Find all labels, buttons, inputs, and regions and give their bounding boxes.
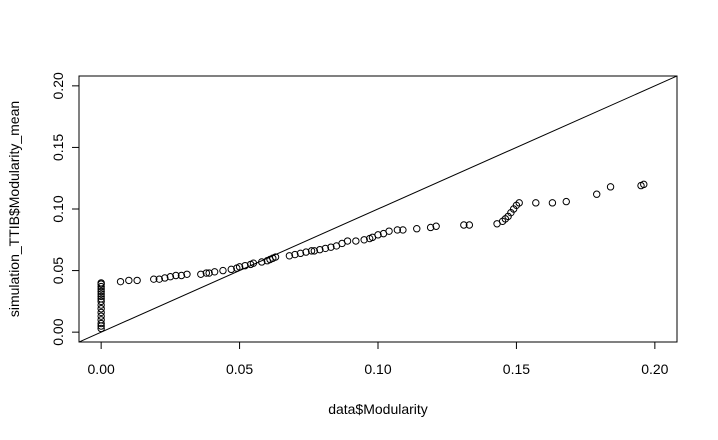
x-tick-label: 0.20 xyxy=(641,361,668,377)
data-point xyxy=(562,197,570,206)
y-axis-label: simulation_TTIB$Modularity_mean xyxy=(6,101,22,317)
data-point xyxy=(133,276,141,285)
data-point xyxy=(97,308,105,317)
data-point xyxy=(393,226,402,234)
data-point xyxy=(426,223,435,232)
data-point xyxy=(532,199,540,207)
data-point xyxy=(97,282,105,291)
y-axis: 0.00 0.05 0.10 0.15 0.20 xyxy=(50,72,80,346)
reference-line xyxy=(79,76,677,342)
data-point xyxy=(97,297,105,306)
y-tick-label: 0.05 xyxy=(50,257,66,284)
data-point xyxy=(241,261,249,270)
data-point xyxy=(97,292,105,301)
data-point xyxy=(97,316,105,324)
data-point xyxy=(97,305,105,313)
data-point xyxy=(97,324,105,333)
data-point xyxy=(343,237,352,245)
data-point xyxy=(210,268,219,276)
data-point xyxy=(374,231,382,239)
data-point xyxy=(166,273,175,281)
data-point xyxy=(593,190,601,198)
data-point xyxy=(606,183,615,191)
data-point xyxy=(125,276,133,285)
y-tick-label: 0.00 xyxy=(50,318,66,345)
data-point xyxy=(227,265,235,274)
data-point xyxy=(97,279,105,287)
data-point xyxy=(640,180,648,189)
data-point xyxy=(172,271,180,280)
data-point xyxy=(291,250,299,259)
data-point xyxy=(465,221,474,229)
data-point xyxy=(202,269,211,277)
data-point xyxy=(150,275,158,283)
data-point xyxy=(258,258,266,266)
data-point xyxy=(235,263,244,271)
y-tick-label: 0.20 xyxy=(50,72,66,99)
data-point xyxy=(548,199,557,207)
data-point xyxy=(460,221,468,229)
x-axis-label: data$Modularity xyxy=(328,401,428,417)
data-point xyxy=(97,295,105,303)
x-tick-label: 0.00 xyxy=(88,361,115,377)
data-point xyxy=(205,269,213,277)
data-point xyxy=(316,245,324,254)
data-point xyxy=(310,247,319,255)
data-point xyxy=(249,259,258,267)
x-tick-label: 0.05 xyxy=(226,361,253,377)
x-tick-label: 0.10 xyxy=(364,361,391,377)
data-point xyxy=(197,270,205,278)
data-point xyxy=(352,237,360,245)
data-point xyxy=(399,226,407,234)
data-point xyxy=(219,266,227,275)
data-point xyxy=(432,222,440,230)
data-point xyxy=(285,252,294,260)
data-point xyxy=(321,244,330,253)
data-point xyxy=(515,199,523,207)
data-point xyxy=(307,247,316,255)
data-point xyxy=(360,236,368,244)
data-point xyxy=(177,271,186,280)
data-point xyxy=(302,248,310,256)
data-point xyxy=(97,312,105,320)
data-point xyxy=(161,274,169,282)
data-point xyxy=(97,319,105,328)
data-point xyxy=(183,270,191,278)
data-point xyxy=(97,290,105,298)
y-tick-label: 0.10 xyxy=(50,195,66,222)
data-point xyxy=(155,275,163,283)
data-point xyxy=(271,253,280,261)
data-point xyxy=(327,243,335,251)
data-point xyxy=(97,287,105,296)
y-tick-label: 0.15 xyxy=(50,134,66,161)
data-point xyxy=(296,249,305,258)
x-axis: 0.00 0.05 0.10 0.15 0.20 xyxy=(88,341,669,377)
data-point xyxy=(385,227,393,235)
data-point xyxy=(413,225,421,233)
data-point xyxy=(116,277,125,286)
x-tick-label: 0.15 xyxy=(503,361,530,377)
